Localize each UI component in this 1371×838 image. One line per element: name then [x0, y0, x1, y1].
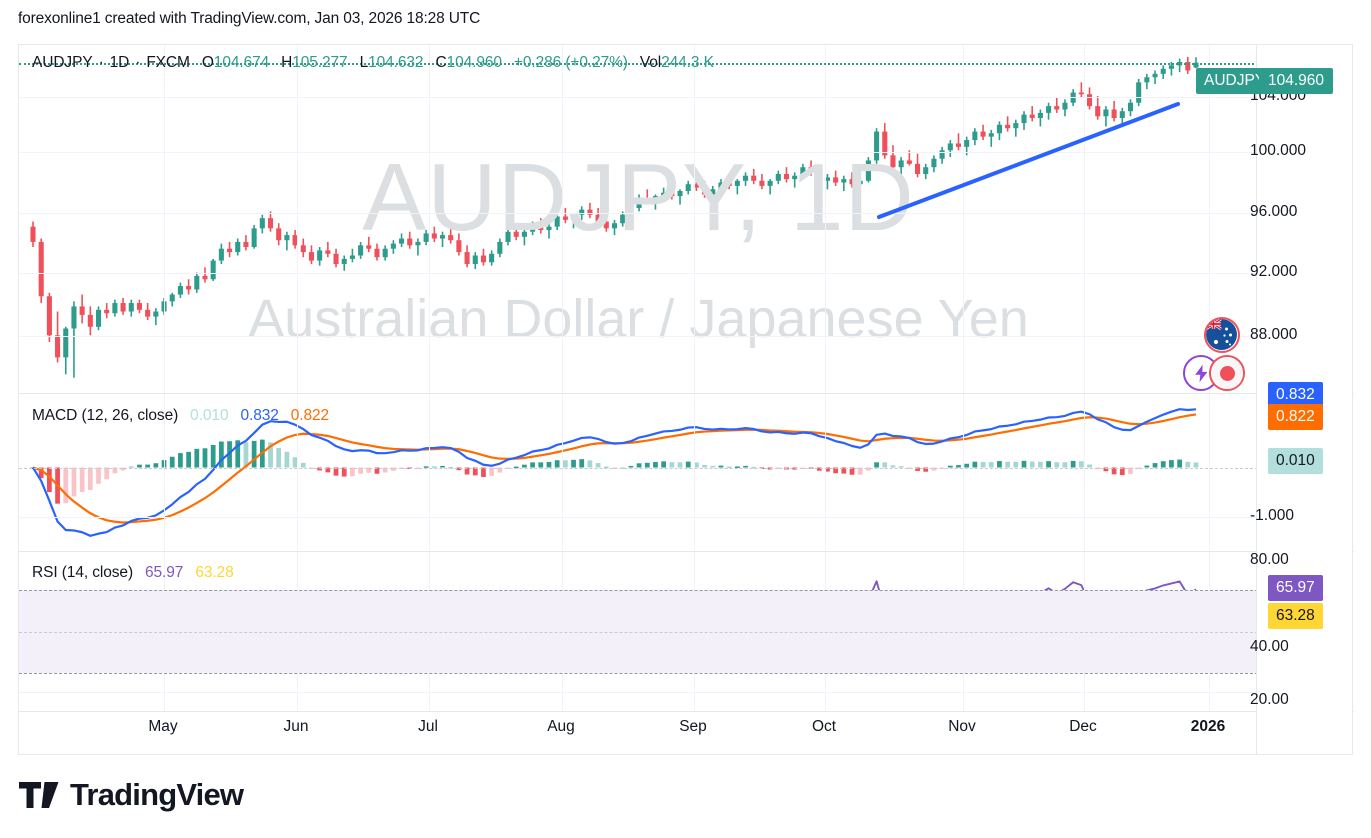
time-axis-tick: 2026 [1190, 718, 1226, 735]
macd-line-value: 0.832 [240, 407, 279, 424]
gridline-vertical [825, 45, 826, 711]
rsi-axis-tick: 40.00 [1250, 638, 1289, 655]
legend-low-label: L [359, 54, 369, 71]
rsi-axis-tick: 80.00 [1250, 551, 1289, 568]
rsi-overbought-line [19, 589, 1258, 591]
macd-zero-line [19, 467, 1258, 469]
time-axis-tick: Sep [679, 718, 707, 735]
gridline-horizontal [19, 517, 1258, 518]
legend-sep-1: · [98, 54, 104, 71]
gridline-horizontal [19, 152, 1258, 153]
tradingview-logo[interactable]: TradingView [19, 777, 244, 813]
macd-series [30, 408, 1199, 537]
japan-flag-icon[interactable] [1209, 355, 1245, 391]
rsi-line-badge: 65.97 [1268, 575, 1323, 601]
attribution-text: forexonline1 created with TradingView.co… [18, 10, 481, 27]
legend-low-value: 104.632 [368, 54, 424, 71]
gridline-horizontal [19, 213, 1258, 214]
gridline-vertical [164, 45, 165, 711]
price-legend[interactable]: AUDJPY · 1D · FXCM O104.674 H105.277 L104.632 C1… [32, 54, 714, 72]
macd-signal-badge: 0.822 [1268, 404, 1323, 430]
time-axis-tick: Dec [1069, 718, 1097, 735]
price-axis-tick: 96.000 [1250, 203, 1298, 220]
gridline-vertical [963, 45, 964, 711]
pane-separator [19, 393, 1354, 394]
legend-symbol[interactable]: AUDJPY [32, 54, 93, 71]
legend-volume-value: 244.3 K [661, 54, 714, 71]
pane-separator [19, 551, 1354, 552]
legend-sep-2: · [135, 54, 141, 71]
australia-flag-icon[interactable] [1204, 317, 1240, 353]
rsi-pane[interactable] [19, 552, 1258, 711]
gridline-vertical [429, 45, 430, 711]
gridline-vertical [562, 45, 563, 711]
legend-high-label: H [281, 54, 293, 71]
rsi-legend[interactable]: RSI (14, close) 65.97 63.28 [32, 564, 234, 582]
time-axis-tick: Jun [283, 718, 309, 735]
gridline-vertical [694, 45, 695, 711]
chart-frame[interactable]: AUDJPY, 1D Australian Dollar / Japanese … [18, 44, 1354, 755]
macd-legend[interactable]: MACD (12, 26, close) 0.010 0.832 0.822 [32, 407, 329, 425]
price-pane[interactable] [19, 45, 1258, 393]
trendline-annotation[interactable] [19, 45, 1258, 393]
macd-signal-value: 0.822 [290, 407, 330, 424]
macd-title[interactable]: MACD (12, 26, close) [32, 407, 179, 424]
last-price-badge[interactable]: 104.960 [1259, 68, 1334, 94]
legend-close-value: 104.960 [446, 54, 502, 71]
legend-open-value: 104.674 [213, 54, 270, 71]
legend-exchange: FXCM [146, 54, 190, 71]
gridline-vertical [297, 45, 298, 711]
time-axis-tick: Aug [547, 718, 575, 735]
legend-change: +0.286 (+0.27%) [513, 54, 628, 71]
legend-volume-label: Vol [639, 54, 662, 71]
tradingview-logo-text: TradingView [70, 777, 244, 812]
gridline-vertical [1084, 45, 1085, 711]
rsi-signal-value: 63.28 [195, 564, 234, 581]
legend-close-label: C [435, 54, 447, 71]
rsi-oversold-line [19, 673, 1258, 675]
candlestick-series [30, 56, 1199, 378]
rsi-midline [19, 631, 1258, 633]
rsi-line-value: 65.97 [145, 564, 184, 581]
macd-axis-tick: -1.000 [1250, 507, 1294, 524]
pane-separator [19, 711, 1354, 712]
legend-high-value: 105.277 [292, 54, 348, 71]
price-axis-tick: 92.000 [1250, 263, 1298, 280]
legend-interval[interactable]: 1D [109, 54, 130, 71]
gridline-horizontal [19, 692, 1258, 693]
rsi-axis-tick: 20.00 [1250, 691, 1289, 708]
price-axis-tick: 100.000 [1250, 142, 1307, 159]
time-axis-tick: Oct [811, 718, 837, 735]
macd-hist-value: 0.010 [190, 407, 229, 424]
rsi-signal-badge: 63.28 [1268, 603, 1323, 629]
price-axis-tick: 88.000 [1250, 326, 1298, 343]
macd-pane[interactable] [19, 394, 1258, 551]
last-price-line [19, 62, 1258, 65]
time-axis-tick: May [148, 718, 178, 735]
tradingview-logo-icon [19, 781, 59, 809]
rsi-title[interactable]: RSI (14, close) [32, 564, 134, 581]
time-axis-tick: Nov [948, 718, 976, 735]
gridline-horizontal [19, 336, 1258, 337]
legend-open-label: O [201, 54, 214, 71]
gridline-horizontal [19, 273, 1258, 274]
time-axis-tick: Jul [418, 718, 438, 735]
macd-histogram-badge: 0.010 [1268, 448, 1323, 474]
gridline-horizontal [19, 97, 1258, 98]
